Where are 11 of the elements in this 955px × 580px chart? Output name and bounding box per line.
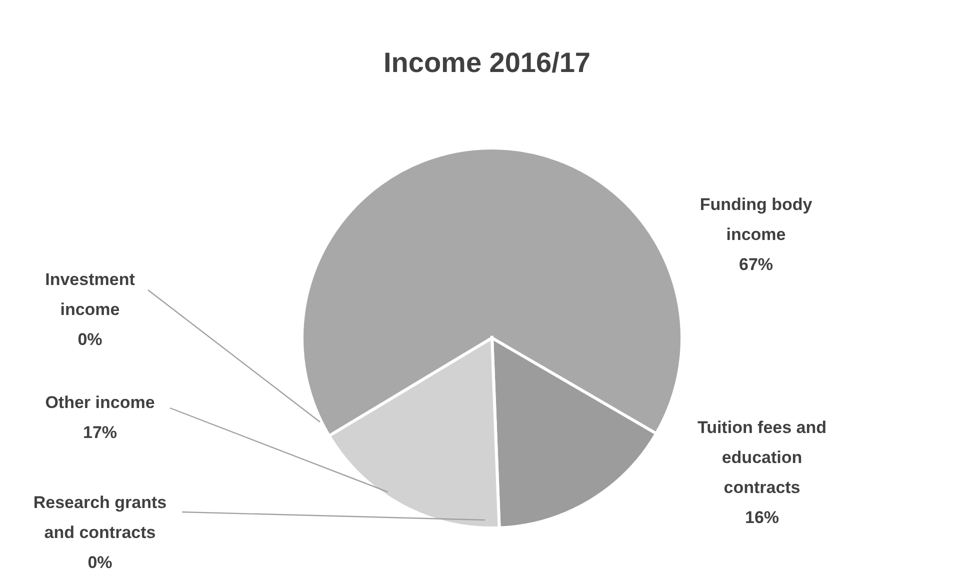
data-label: 16% <box>744 508 780 527</box>
data-label: 67% <box>738 255 774 274</box>
text: 0% <box>88 553 112 572</box>
category-label: Research grants and contracts <box>33 493 167 542</box>
slice-label: Funding body income <box>700 195 813 244</box>
text: 0% <box>78 330 102 349</box>
category-label: Investment income <box>45 270 135 319</box>
slice-label: Tuition fees and education contracts <box>697 418 827 497</box>
data-label: 17% <box>82 423 118 442</box>
chart-title: Income 2016/17 <box>383 47 591 78</box>
slice-label: Other income <box>45 393 155 412</box>
